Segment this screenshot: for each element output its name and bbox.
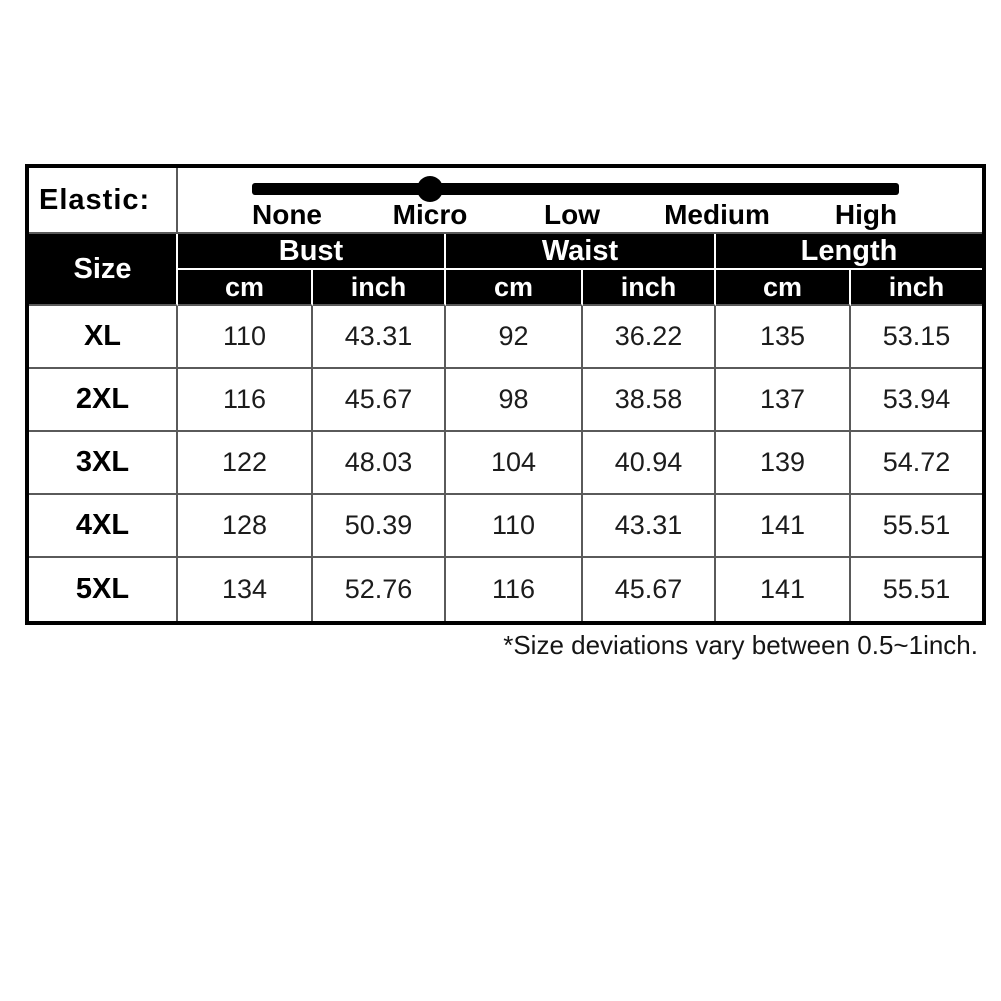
size-chart: Elastic: None Micro Low Medium High Size…	[25, 164, 986, 625]
measurement-cell: 141	[716, 495, 851, 558]
measurement-cell: 43.31	[583, 495, 716, 558]
group-header-waist: Waist	[446, 234, 716, 270]
elastic-level-none: None	[252, 199, 322, 230]
slider-thumb-icon	[417, 176, 443, 202]
measurement-cell: 53.94	[851, 369, 982, 432]
size-cell: 3XL	[29, 432, 178, 495]
unit-header-row: cm inch cm inch cm inch	[29, 270, 982, 306]
table-row: XL 110 43.31 92 36.22 135 53.15	[29, 306, 982, 369]
measurement-cell: 110	[178, 306, 313, 369]
measurement-cell: 55.51	[851, 558, 982, 621]
unit-header-waist-inch: inch	[583, 270, 716, 306]
group-header-bust: Bust	[178, 234, 446, 270]
table-row: 2XL 116 45.67 98 38.58 137 53.94	[29, 369, 982, 432]
measurement-cell: 43.31	[313, 306, 446, 369]
group-header-row: Size Bust Waist Length	[29, 234, 982, 306]
measurement-cell: 135	[716, 306, 851, 369]
measurement-cell: 40.94	[583, 432, 716, 495]
elastic-row: Elastic: None Micro Low Medium High	[29, 168, 982, 234]
size-cell: 2XL	[29, 369, 178, 432]
measurement-cell: 110	[446, 495, 583, 558]
elastic-label: Elastic:	[29, 168, 178, 234]
elastic-level-high: High	[834, 199, 898, 230]
measurement-cell: 36.22	[583, 306, 716, 369]
size-deviation-footnote: *Size deviations vary between 0.5~1inch.	[503, 630, 978, 660]
measurement-cell: 137	[716, 369, 851, 432]
measurement-cell: 134	[178, 558, 313, 621]
measurement-cell: 128	[178, 495, 313, 558]
measurement-cell: 52.76	[313, 558, 446, 621]
measurement-cell: 38.58	[583, 369, 716, 432]
table-row: 5XL 134 52.76 116 45.67 141 55.51	[29, 558, 982, 621]
measurement-cell: 139	[716, 432, 851, 495]
measurement-cell: 54.72	[851, 432, 982, 495]
size-cell: 5XL	[29, 558, 178, 621]
measurement-cell: 122	[178, 432, 313, 495]
size-chart-table: Elastic: None Micro Low Medium High Size…	[25, 164, 986, 625]
measurement-cell: 45.67	[313, 369, 446, 432]
elastic-level-micro: Micro	[392, 199, 468, 230]
measurement-cell: 92	[446, 306, 583, 369]
measurement-cell: 45.67	[583, 558, 716, 621]
size-cell: XL	[29, 306, 178, 369]
measurement-cell: 53.15	[851, 306, 982, 369]
measurement-cell: 116	[446, 558, 583, 621]
unit-header-length-inch: inch	[851, 270, 982, 306]
elastic-level-low: Low	[544, 199, 600, 230]
measurement-cell: 50.39	[313, 495, 446, 558]
measurement-cell: 55.51	[851, 495, 982, 558]
measurement-cell: 141	[716, 558, 851, 621]
unit-header-bust-cm: cm	[178, 270, 313, 306]
size-cell: 4XL	[29, 495, 178, 558]
elastic-slider: None Micro Low Medium High	[178, 168, 982, 234]
measurement-cell: 98	[446, 369, 583, 432]
unit-header-waist-cm: cm	[446, 270, 583, 306]
elastic-level-medium: Medium	[664, 199, 770, 230]
size-header: Size	[29, 234, 178, 306]
table-row: 4XL 128 50.39 110 43.31 141 55.51	[29, 495, 982, 558]
measurement-cell: 104	[446, 432, 583, 495]
group-header-length: Length	[716, 234, 982, 270]
unit-header-length-cm: cm	[716, 270, 851, 306]
measurement-cell: 48.03	[313, 432, 446, 495]
slider-track-icon	[252, 183, 899, 195]
unit-header-bust-inch: inch	[313, 270, 446, 306]
table-row: 3XL 122 48.03 104 40.94 139 54.72	[29, 432, 982, 495]
measurement-cell: 116	[178, 369, 313, 432]
